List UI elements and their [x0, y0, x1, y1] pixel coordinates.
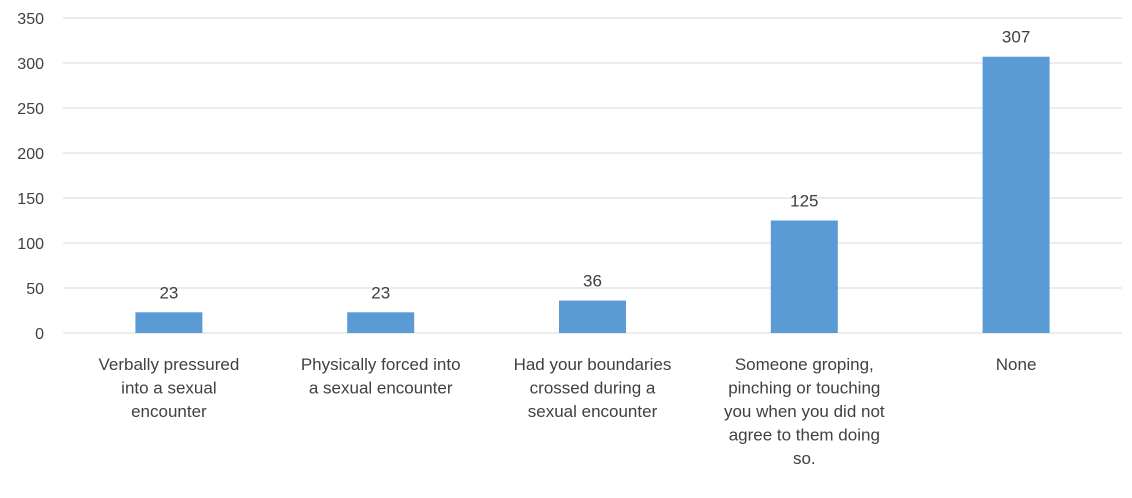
- y-axis-tick-labels: 0 50 100 150 200 250 300 350: [17, 11, 44, 343]
- bar-4: [982, 56, 1050, 333]
- y-tick-label-0: 0: [35, 326, 44, 343]
- data-label-4: 307: [1002, 28, 1030, 47]
- x-category-label-4: None: [996, 355, 1037, 374]
- x-axis-category-labels: Verbally pressured into a sexual encounter…: [98, 355, 1036, 468]
- bar-3: [770, 220, 838, 333]
- gridlines: [63, 17, 1122, 334]
- data-label-3: 125: [790, 192, 818, 211]
- bar-1: [347, 312, 415, 333]
- y-tick-label-150: 150: [17, 191, 44, 208]
- data-label-2: 36: [583, 272, 602, 291]
- x-category-label-3: Someone groping, pinching or touching you …: [724, 355, 885, 468]
- bar-2: [559, 300, 626, 333]
- y-tick-label-250: 250: [17, 101, 44, 118]
- y-tick-label-50: 50: [26, 281, 44, 298]
- bars: [135, 56, 1050, 333]
- y-tick-label-300: 300: [17, 56, 44, 73]
- y-tick-label-350: 350: [17, 11, 44, 28]
- data-labels: 23 23 36 125 307: [159, 28, 1030, 303]
- y-tick-label-200: 200: [17, 146, 44, 163]
- x-category-label-0: Verbally pressured into a sexual encounter: [98, 355, 239, 421]
- x-category-label-2: Had your boundaries crossed during a sexua…: [514, 355, 672, 421]
- bar-0: [135, 312, 203, 333]
- data-label-1: 23: [371, 283, 390, 302]
- y-tick-label-100: 100: [17, 236, 44, 253]
- x-category-label-1: Physically forced into a sexual encounter: [301, 355, 461, 398]
- data-label-0: 23: [159, 283, 178, 302]
